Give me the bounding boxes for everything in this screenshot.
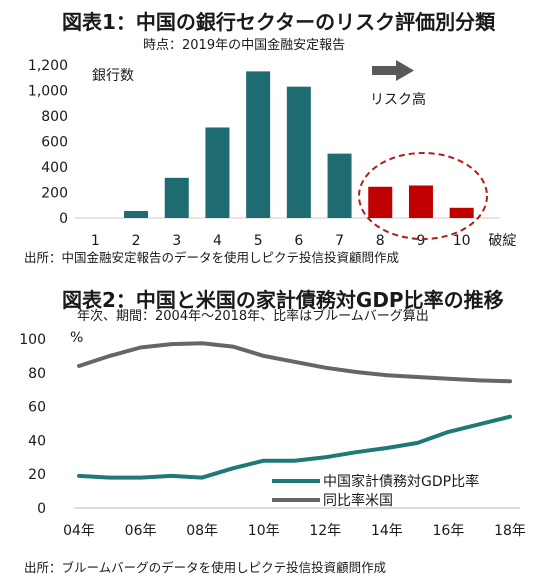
chart1-ytick-label: 400 xyxy=(41,160,68,176)
chart1-bar-chart: 0 200 400 600 800 1,000 1,200 1 2 3 4 5 6 7 8 9 10 破綻 銀行… xyxy=(28,58,516,249)
chart2-legend: 中国家計債務対GDP比率 同比率米国 xyxy=(272,473,479,509)
chart1-bar-9 xyxy=(408,185,433,218)
chart2-source: 出所：ブルームバーグのデータを使用しピクテ投信投資顧問作成 xyxy=(24,560,387,575)
chart1-bar-4 xyxy=(205,127,230,218)
chart1-bar-7 xyxy=(327,153,352,218)
chart1-xtick-label: 2 xyxy=(132,233,141,249)
legend-us-label: 同比率米国 xyxy=(323,492,393,509)
chart2-xtick-label: 18年 xyxy=(494,523,526,539)
chart1-xtick-label: 破綻 xyxy=(488,233,516,249)
chart1-bar-2 xyxy=(124,210,149,218)
chart1-bar-6 xyxy=(286,86,311,218)
chart1-title: 図表1：中国の銀行セクターのリスク評価別分類 xyxy=(62,10,496,34)
chart1-ytick-label: 800 xyxy=(41,109,68,125)
chart2-xtick-label: 04年 xyxy=(63,523,95,539)
chart2-ytick-label: 0 xyxy=(37,501,46,517)
chart2-ytick-label: 80 xyxy=(28,366,46,382)
chart1-bar-3 xyxy=(164,177,189,218)
chart2-xtick-label: 08年 xyxy=(186,523,218,539)
chart1-ylabel: 銀行数 xyxy=(92,68,134,84)
high-risk-circle xyxy=(358,152,488,240)
chart1-source: 出所：中国金融安定報告のデータを使用しピクテ投信投資顧問作成 xyxy=(24,250,400,265)
chart1-xtick-label: 3 xyxy=(172,233,181,249)
chart1-xtick-label: 7 xyxy=(335,233,344,249)
chart1-ytick-label: 1,200 xyxy=(28,58,68,74)
chart1-xtick-label: 8 xyxy=(376,233,385,249)
chart2-title: 図表2：中国と米国の家計債務対GDP比率の推移 xyxy=(62,288,504,312)
chart1-xtick-label: 4 xyxy=(213,233,222,249)
chart1-subtitle: 時点：2019年の中国金融安定報告 xyxy=(143,38,346,53)
legend-china-label: 中国家計債務対GDP比率 xyxy=(323,473,479,490)
us-series-line xyxy=(77,341,512,384)
chart2-ylabel: % xyxy=(70,330,83,346)
chart1-ytick-label: 1,000 xyxy=(28,84,68,100)
chart2-ytick-label: 20 xyxy=(28,467,46,483)
chart1-bar-5 xyxy=(246,71,271,218)
chart1-ytick-label: 200 xyxy=(41,186,68,202)
chart2-xtick-label: 16年 xyxy=(433,523,465,539)
chart1-ytick-label: 600 xyxy=(41,135,68,151)
chart2-xtick-label: 12年 xyxy=(309,523,341,539)
chart2-xtick-label: 06年 xyxy=(125,523,157,539)
chart2-ytick-label: 40 xyxy=(28,433,46,449)
chart1-xtick-label: 6 xyxy=(294,233,303,249)
chart2-ytick-label: 60 xyxy=(28,400,46,416)
chart1-xtick-label: 9 xyxy=(416,233,425,249)
risk-arrow-label: リスク高 xyxy=(370,91,426,108)
chart2-subtitle: 年次、期間：2004年～2018年、比率はブルームバーグ算出 xyxy=(77,309,429,324)
chart2-xtick-label: 10年 xyxy=(248,523,280,539)
china-series-line xyxy=(77,414,512,480)
risk-arrow-icon xyxy=(372,60,414,81)
chart1-xtick-label: 1 xyxy=(91,233,100,249)
chart1-bar-10 xyxy=(449,207,474,218)
chart1-ytick-label: 0 xyxy=(59,211,68,227)
chart1-bar-8 xyxy=(368,186,393,218)
chart1-xtick-label: 5 xyxy=(254,233,263,249)
chart1-xtick-label: 10 xyxy=(453,233,471,249)
chart2-xtick-label: 14年 xyxy=(371,523,403,539)
chart2-ytick-label: 100 xyxy=(19,332,46,348)
